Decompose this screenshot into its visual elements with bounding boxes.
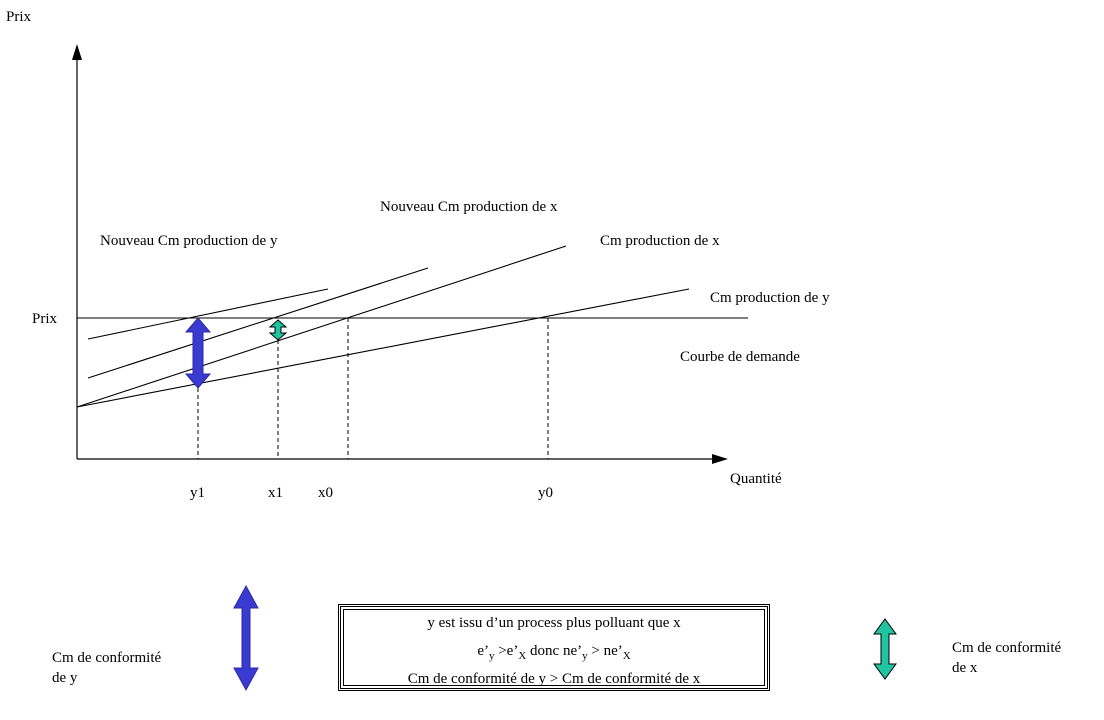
explanation-line1: y est issu d’un process plus polluant qu… (427, 615, 681, 631)
cm-x-label: Cm production de x (600, 233, 720, 249)
legend-x-line2: de x (952, 660, 978, 677)
explanation-line2: e’y >e’X donc ne’y > ne’X (341, 637, 767, 665)
x-axis-label: Quantité (730, 471, 782, 487)
new-cm-y-label: Nouveau Cm production de y (100, 233, 278, 249)
tick-y0: y0 (538, 485, 553, 501)
y-axis-label: Prix (6, 9, 32, 25)
legend-y-line1: Cm de conformité (52, 650, 162, 666)
tick-x1: x1 (268, 485, 283, 501)
price-level-label: Prix (32, 311, 58, 327)
x-axis-arrowhead (712, 454, 728, 464)
legend-y: Cm de conformité de y (52, 648, 161, 689)
legend-y-line2: de y (52, 670, 78, 687)
legend-x: Cm de conformité de x (952, 638, 1061, 679)
explanation-line3: Cm de conformité de y > Cm de conformité… (407, 671, 701, 687)
cm-x-line (76, 245, 567, 408)
y-axis-arrowhead (72, 44, 82, 60)
sub-y1: y (488, 650, 495, 662)
legend-y-arrow (233, 584, 259, 692)
legend-x-line1: Cm de conformité (952, 640, 1062, 656)
cm-y-line (76, 288, 690, 408)
sub-x1: X (518, 650, 527, 662)
cm-conformite-x-arrow (268, 319, 288, 341)
eprime-y: e’ (477, 643, 489, 659)
sub-x2: X (622, 650, 631, 662)
legend-x-arrow (873, 618, 897, 680)
donc-ne: donc ne’ (526, 643, 583, 659)
cm-y-label: Cm production de y (710, 290, 830, 306)
demand-label: Courbe de demande (680, 349, 800, 365)
sub-y2: y (582, 650, 588, 662)
new-cm-x-label: Nouveau Cm production de x (380, 199, 558, 215)
explanation-box: y est issu d’un process plus polluant qu… (338, 604, 770, 691)
gt-eprime: >e’ (494, 643, 519, 659)
tick-x0: x0 (318, 485, 333, 501)
tick-y1: y1 (190, 485, 205, 501)
cm-conformite-y-arrow (184, 317, 212, 389)
gt-ne: > ne’ (587, 643, 623, 659)
new-cm-x-line (87, 267, 429, 379)
new-cm-y-line (87, 288, 329, 340)
